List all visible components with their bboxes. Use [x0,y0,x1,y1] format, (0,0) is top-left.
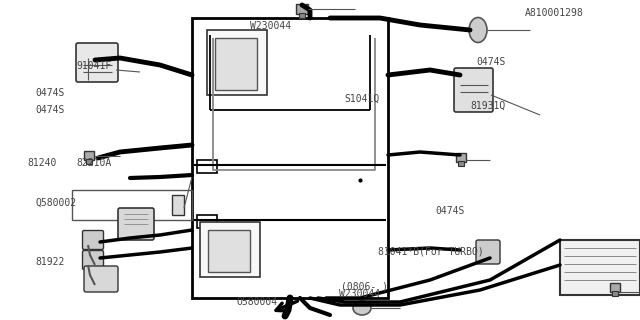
FancyBboxPatch shape [454,68,493,112]
Text: W230044: W230044 [250,21,291,31]
Text: 0474S: 0474S [35,88,65,98]
FancyBboxPatch shape [83,251,104,269]
Bar [172,195,184,215]
FancyBboxPatch shape [76,43,118,82]
Text: 81931Q: 81931Q [470,100,506,111]
Bar [72,190,192,220]
Text: Q580002: Q580002 [35,198,76,208]
Bar [207,30,267,95]
Text: 81922: 81922 [35,257,65,268]
Bar [215,38,257,90]
Ellipse shape [469,18,487,43]
Bar [197,215,217,228]
Bar [456,153,466,162]
FancyBboxPatch shape [118,208,154,240]
Bar [458,161,464,166]
Text: A810001298: A810001298 [525,8,584,18]
Bar [560,240,640,295]
Bar [86,159,92,164]
Bar [610,283,620,292]
Bar [208,230,250,272]
Text: 81041*B(For TURBO): 81041*B(For TURBO) [378,246,483,256]
Text: 91041F: 91041F [77,60,112,71]
Text: W230044: W230044 [339,289,380,300]
Text: S1041Q: S1041Q [344,94,380,104]
Text: 82210A: 82210A [77,158,112,168]
Text: 0474S: 0474S [35,105,65,116]
FancyBboxPatch shape [476,240,500,264]
Bar [296,4,308,14]
Bar [612,291,618,296]
Bar [84,151,94,160]
Bar [299,13,305,18]
Text: 0474S: 0474S [477,57,506,68]
Ellipse shape [353,301,371,315]
Text: 81240: 81240 [27,158,56,168]
Bar [200,222,260,277]
Bar [197,160,217,173]
FancyBboxPatch shape [84,266,118,292]
FancyBboxPatch shape [83,230,104,250]
Bar [192,18,388,298]
Text: (0806- ): (0806- ) [341,281,388,292]
Text: O580004: O580004 [237,297,278,308]
Text: 0474S: 0474S [435,206,465,216]
